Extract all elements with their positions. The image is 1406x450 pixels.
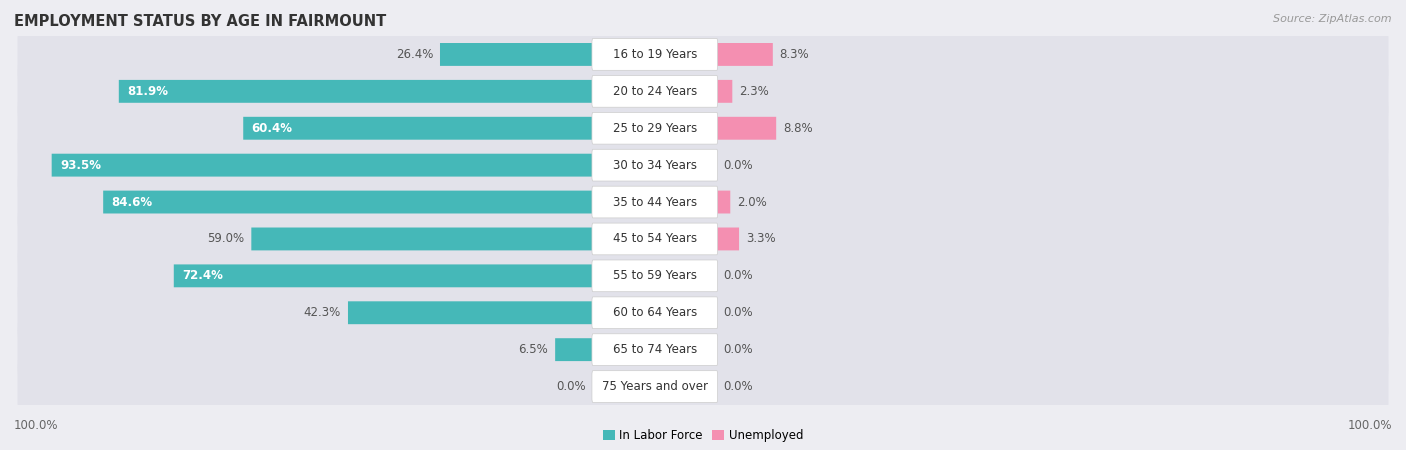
FancyBboxPatch shape — [555, 338, 593, 361]
Text: 3.3%: 3.3% — [747, 233, 776, 245]
FancyBboxPatch shape — [103, 191, 593, 213]
FancyBboxPatch shape — [717, 228, 740, 250]
FancyBboxPatch shape — [717, 117, 776, 140]
Text: 35 to 44 Years: 35 to 44 Years — [613, 196, 697, 208]
Text: 93.5%: 93.5% — [60, 159, 101, 171]
Text: Source: ZipAtlas.com: Source: ZipAtlas.com — [1274, 14, 1392, 23]
FancyBboxPatch shape — [592, 186, 717, 218]
FancyBboxPatch shape — [17, 354, 1389, 419]
Text: 72.4%: 72.4% — [181, 270, 224, 282]
FancyBboxPatch shape — [592, 223, 717, 255]
FancyBboxPatch shape — [17, 58, 1389, 124]
Text: 2.3%: 2.3% — [740, 85, 769, 98]
FancyBboxPatch shape — [17, 206, 1389, 272]
FancyBboxPatch shape — [592, 371, 717, 402]
Text: 25 to 29 Years: 25 to 29 Years — [613, 122, 697, 135]
Text: 75 Years and over: 75 Years and over — [602, 380, 707, 393]
FancyBboxPatch shape — [243, 117, 593, 140]
FancyBboxPatch shape — [717, 43, 773, 66]
Text: 0.0%: 0.0% — [557, 380, 586, 393]
Legend: In Labor Force, Unemployed: In Labor Force, Unemployed — [598, 425, 808, 447]
Text: 84.6%: 84.6% — [111, 196, 153, 208]
Text: 60 to 64 Years: 60 to 64 Years — [613, 306, 697, 319]
FancyBboxPatch shape — [17, 22, 1389, 87]
FancyBboxPatch shape — [252, 228, 593, 250]
Text: 0.0%: 0.0% — [724, 343, 754, 356]
Text: 20 to 24 Years: 20 to 24 Years — [613, 85, 697, 98]
Text: 26.4%: 26.4% — [395, 48, 433, 61]
Text: 0.0%: 0.0% — [724, 270, 754, 282]
FancyBboxPatch shape — [17, 169, 1389, 235]
FancyBboxPatch shape — [592, 149, 717, 181]
FancyBboxPatch shape — [17, 132, 1389, 198]
Text: EMPLOYMENT STATUS BY AGE IN FAIRMOUNT: EMPLOYMENT STATUS BY AGE IN FAIRMOUNT — [14, 14, 387, 28]
FancyBboxPatch shape — [592, 39, 717, 70]
Text: 60.4%: 60.4% — [252, 122, 292, 135]
FancyBboxPatch shape — [17, 95, 1389, 161]
FancyBboxPatch shape — [17, 280, 1389, 346]
Text: 6.5%: 6.5% — [519, 343, 548, 356]
FancyBboxPatch shape — [347, 302, 593, 324]
FancyBboxPatch shape — [592, 334, 717, 365]
Text: 100.0%: 100.0% — [14, 419, 59, 432]
FancyBboxPatch shape — [592, 112, 717, 144]
FancyBboxPatch shape — [52, 154, 593, 176]
Text: 0.0%: 0.0% — [724, 159, 754, 171]
Text: 16 to 19 Years: 16 to 19 Years — [613, 48, 697, 61]
Text: 8.8%: 8.8% — [783, 122, 813, 135]
FancyBboxPatch shape — [592, 260, 717, 292]
FancyBboxPatch shape — [17, 317, 1389, 382]
Text: 30 to 34 Years: 30 to 34 Years — [613, 159, 697, 171]
Text: 55 to 59 Years: 55 to 59 Years — [613, 270, 697, 282]
Text: 65 to 74 Years: 65 to 74 Years — [613, 343, 697, 356]
FancyBboxPatch shape — [118, 80, 593, 103]
Text: 81.9%: 81.9% — [127, 85, 169, 98]
Text: 45 to 54 Years: 45 to 54 Years — [613, 233, 697, 245]
FancyBboxPatch shape — [174, 265, 593, 287]
FancyBboxPatch shape — [717, 80, 733, 103]
FancyBboxPatch shape — [17, 243, 1389, 309]
Text: 42.3%: 42.3% — [304, 306, 342, 319]
FancyBboxPatch shape — [592, 297, 717, 328]
Text: 100.0%: 100.0% — [1347, 419, 1392, 432]
Text: 59.0%: 59.0% — [207, 233, 245, 245]
FancyBboxPatch shape — [440, 43, 593, 66]
Text: 8.3%: 8.3% — [780, 48, 810, 61]
Text: 0.0%: 0.0% — [724, 380, 754, 393]
Text: 0.0%: 0.0% — [724, 306, 754, 319]
Text: 2.0%: 2.0% — [737, 196, 766, 208]
FancyBboxPatch shape — [592, 76, 717, 107]
FancyBboxPatch shape — [717, 191, 730, 213]
